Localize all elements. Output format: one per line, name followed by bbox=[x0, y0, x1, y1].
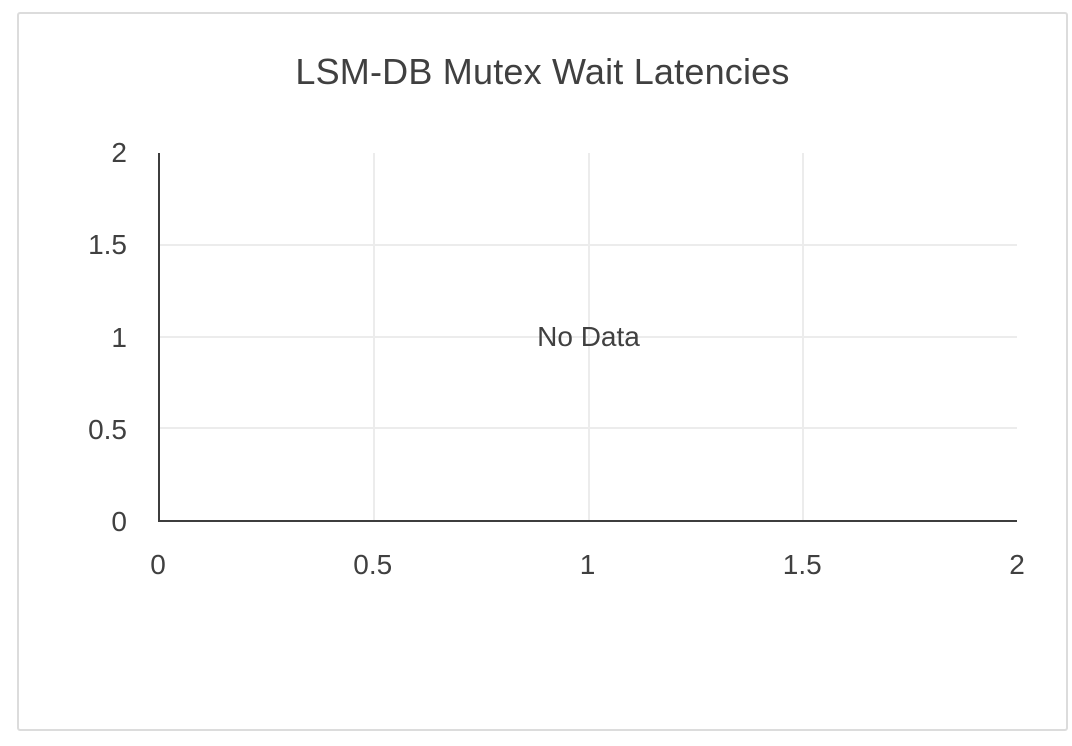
no-data-label: No Data bbox=[537, 320, 640, 352]
y-tick-label: 1 bbox=[111, 321, 127, 353]
chart-title: LSM-DB Mutex Wait Latencies bbox=[295, 51, 790, 92]
x-tick-label: 1 bbox=[579, 549, 596, 580]
horizontal-gridline bbox=[160, 243, 1017, 246]
y-tick-label: 0.5 bbox=[88, 413, 127, 445]
x-tick-label: 0.5 bbox=[353, 549, 393, 580]
y-tick-label: 0 bbox=[111, 506, 127, 537]
x-axis-labels: 0 0.5 1 1.5 2 bbox=[150, 548, 1025, 584]
x-tick-label: 0 bbox=[150, 549, 166, 580]
y-axis-labels: 0 0.5 1 1.5 2 bbox=[19, 137, 127, 537]
horizontal-gridline bbox=[160, 335, 1017, 338]
chart-card: LSM-DB Mutex Wait Latencies 0 0.5 1 1.5 2 No… bbox=[17, 12, 1068, 731]
x-tick-label: 1.5 bbox=[782, 549, 822, 580]
horizontal-gridline bbox=[160, 427, 1017, 430]
x-tick-label: 2 bbox=[1009, 549, 1025, 580]
y-tick-label: 2 bbox=[111, 137, 127, 168]
y-tick-label: 1.5 bbox=[88, 229, 127, 261]
plot-area: No Data bbox=[158, 153, 1017, 522]
